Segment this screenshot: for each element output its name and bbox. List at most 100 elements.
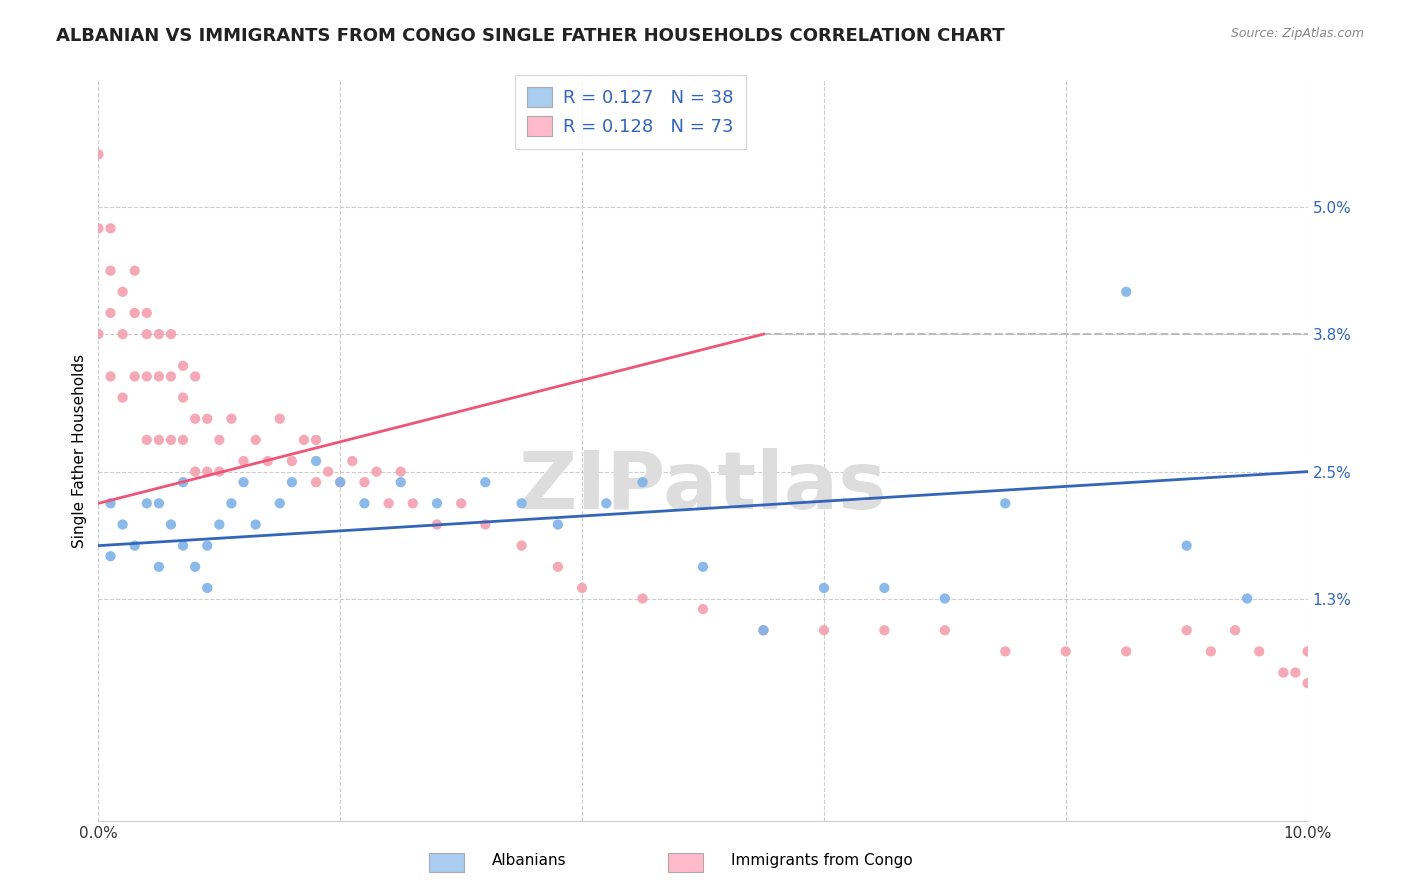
Point [547, 517, 569, 532]
Point [1223, 624, 1246, 638]
Point [305, 454, 328, 468]
Text: ALBANIAN VS IMMIGRANTS FROM CONGO SINGLE FATHER HOUSEHOLDS CORRELATION CHART: ALBANIAN VS IMMIGRANTS FROM CONGO SINGLE… [56, 27, 1005, 45]
Point [100, 263, 122, 277]
Point [100, 221, 122, 235]
Point [221, 496, 243, 510]
Point [135, 369, 157, 384]
Point [195, 581, 218, 595]
Point [184, 465, 207, 479]
Point [1236, 591, 1258, 606]
Point [100, 549, 122, 564]
Point [148, 433, 170, 447]
Point [172, 475, 194, 490]
Point [124, 539, 146, 553]
Point [135, 306, 157, 320]
Point [135, 433, 157, 447]
Point [353, 475, 375, 490]
Point [934, 591, 956, 606]
Point [1054, 644, 1077, 658]
Point [172, 539, 194, 553]
Text: Albanians: Albanians [492, 854, 567, 868]
Point [269, 496, 291, 510]
Point [595, 496, 617, 510]
Point [232, 475, 254, 490]
Point [994, 644, 1017, 658]
Point [305, 433, 328, 447]
Point [377, 496, 399, 510]
Point [1296, 676, 1319, 690]
Point [87, 147, 110, 161]
Point [172, 359, 194, 373]
Point [366, 465, 388, 479]
Point [510, 539, 533, 553]
Point [813, 581, 835, 595]
Point [160, 369, 183, 384]
Point [135, 496, 157, 510]
Point [100, 496, 122, 510]
Point [752, 624, 775, 638]
Point [281, 454, 304, 468]
Point [450, 496, 472, 510]
Point [631, 591, 654, 606]
Point [195, 465, 218, 479]
Point [184, 559, 207, 574]
Point [100, 369, 122, 384]
Point [1175, 624, 1198, 638]
Point [111, 517, 134, 532]
Point [269, 411, 291, 425]
Point [195, 539, 218, 553]
Point [1115, 644, 1137, 658]
Text: ZIPatlas: ZIPatlas [519, 449, 887, 526]
Point [934, 624, 956, 638]
Point [426, 517, 449, 532]
Point [329, 475, 352, 490]
Point [1249, 644, 1271, 658]
Point [221, 411, 243, 425]
Point [195, 411, 218, 425]
Point [994, 496, 1017, 510]
Point [160, 327, 183, 342]
Point [160, 433, 183, 447]
Legend: R = 0.127   N = 38, R = 0.128   N = 73: R = 0.127 N = 38, R = 0.128 N = 73 [515, 75, 747, 149]
Text: Source: ZipAtlas.com: Source: ZipAtlas.com [1230, 27, 1364, 40]
Point [172, 433, 194, 447]
Point [124, 306, 146, 320]
Point [148, 496, 170, 510]
Point [172, 391, 194, 405]
Point [208, 465, 231, 479]
Point [281, 475, 304, 490]
Point [873, 581, 896, 595]
Point [1199, 644, 1222, 658]
Point [873, 624, 896, 638]
Point [100, 306, 122, 320]
Point [148, 559, 170, 574]
Point [111, 327, 134, 342]
Point [1272, 665, 1295, 680]
Point [316, 465, 339, 479]
Point [111, 391, 134, 405]
Point [292, 433, 315, 447]
Point [160, 517, 183, 532]
Point [184, 369, 207, 384]
Point [353, 496, 375, 510]
Point [208, 433, 231, 447]
Point [389, 475, 412, 490]
Point [474, 475, 496, 490]
Point [474, 517, 496, 532]
Point [232, 454, 254, 468]
Point [245, 433, 267, 447]
Point [245, 517, 267, 532]
Point [631, 475, 654, 490]
Text: Immigrants from Congo: Immigrants from Congo [731, 854, 912, 868]
Point [1284, 665, 1306, 680]
Point [752, 624, 775, 638]
Point [111, 285, 134, 299]
Point [256, 454, 278, 468]
Point [510, 496, 533, 510]
Point [692, 559, 714, 574]
Point [1115, 285, 1137, 299]
Point [692, 602, 714, 616]
Point [208, 517, 231, 532]
Point [813, 624, 835, 638]
Point [402, 496, 425, 510]
